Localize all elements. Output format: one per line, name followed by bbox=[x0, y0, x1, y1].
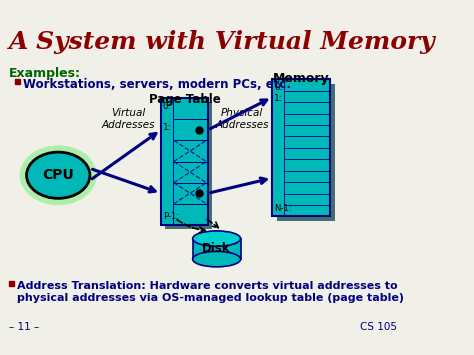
Bar bbox=[16, 80, 20, 84]
Text: CPU: CPU bbox=[42, 168, 74, 182]
Bar bbox=[165, 103, 212, 229]
Text: Virtual
Addresses: Virtual Addresses bbox=[102, 109, 155, 130]
Text: Workstations, servers, modern PCs, etc.: Workstations, servers, modern PCs, etc. bbox=[23, 78, 291, 92]
Text: Page Table: Page Table bbox=[149, 93, 220, 106]
Ellipse shape bbox=[192, 251, 241, 267]
Text: P-1:: P-1: bbox=[163, 213, 179, 222]
Text: Physical
Addresses: Physical Addresses bbox=[216, 109, 269, 130]
Text: Address Translation: Hardware converts virtual addresses to: Address Translation: Hardware converts v… bbox=[17, 282, 398, 291]
Bar bbox=[272, 80, 330, 216]
Text: physical addresses via OS-managed lookup table (page table): physical addresses via OS-managed lookup… bbox=[17, 293, 404, 302]
Bar bbox=[192, 239, 241, 259]
Bar bbox=[161, 98, 208, 225]
Ellipse shape bbox=[192, 231, 241, 246]
Bar bbox=[9, 280, 14, 286]
Bar bbox=[276, 84, 335, 220]
Text: Memory: Memory bbox=[273, 72, 330, 86]
Text: N-1:: N-1: bbox=[274, 204, 292, 213]
Text: 1:: 1: bbox=[163, 123, 171, 132]
Text: Examples:: Examples: bbox=[9, 67, 81, 80]
Text: Disk: Disk bbox=[202, 242, 231, 255]
Text: 1:: 1: bbox=[274, 94, 283, 103]
Text: CS 105: CS 105 bbox=[360, 322, 397, 332]
Ellipse shape bbox=[20, 145, 97, 205]
Text: 0:: 0: bbox=[163, 102, 171, 111]
Text: A System with Virtual Memory: A System with Virtual Memory bbox=[9, 30, 435, 54]
Ellipse shape bbox=[27, 152, 90, 198]
Text: – 11 –: – 11 – bbox=[9, 322, 39, 332]
Text: 0:: 0: bbox=[274, 83, 283, 92]
